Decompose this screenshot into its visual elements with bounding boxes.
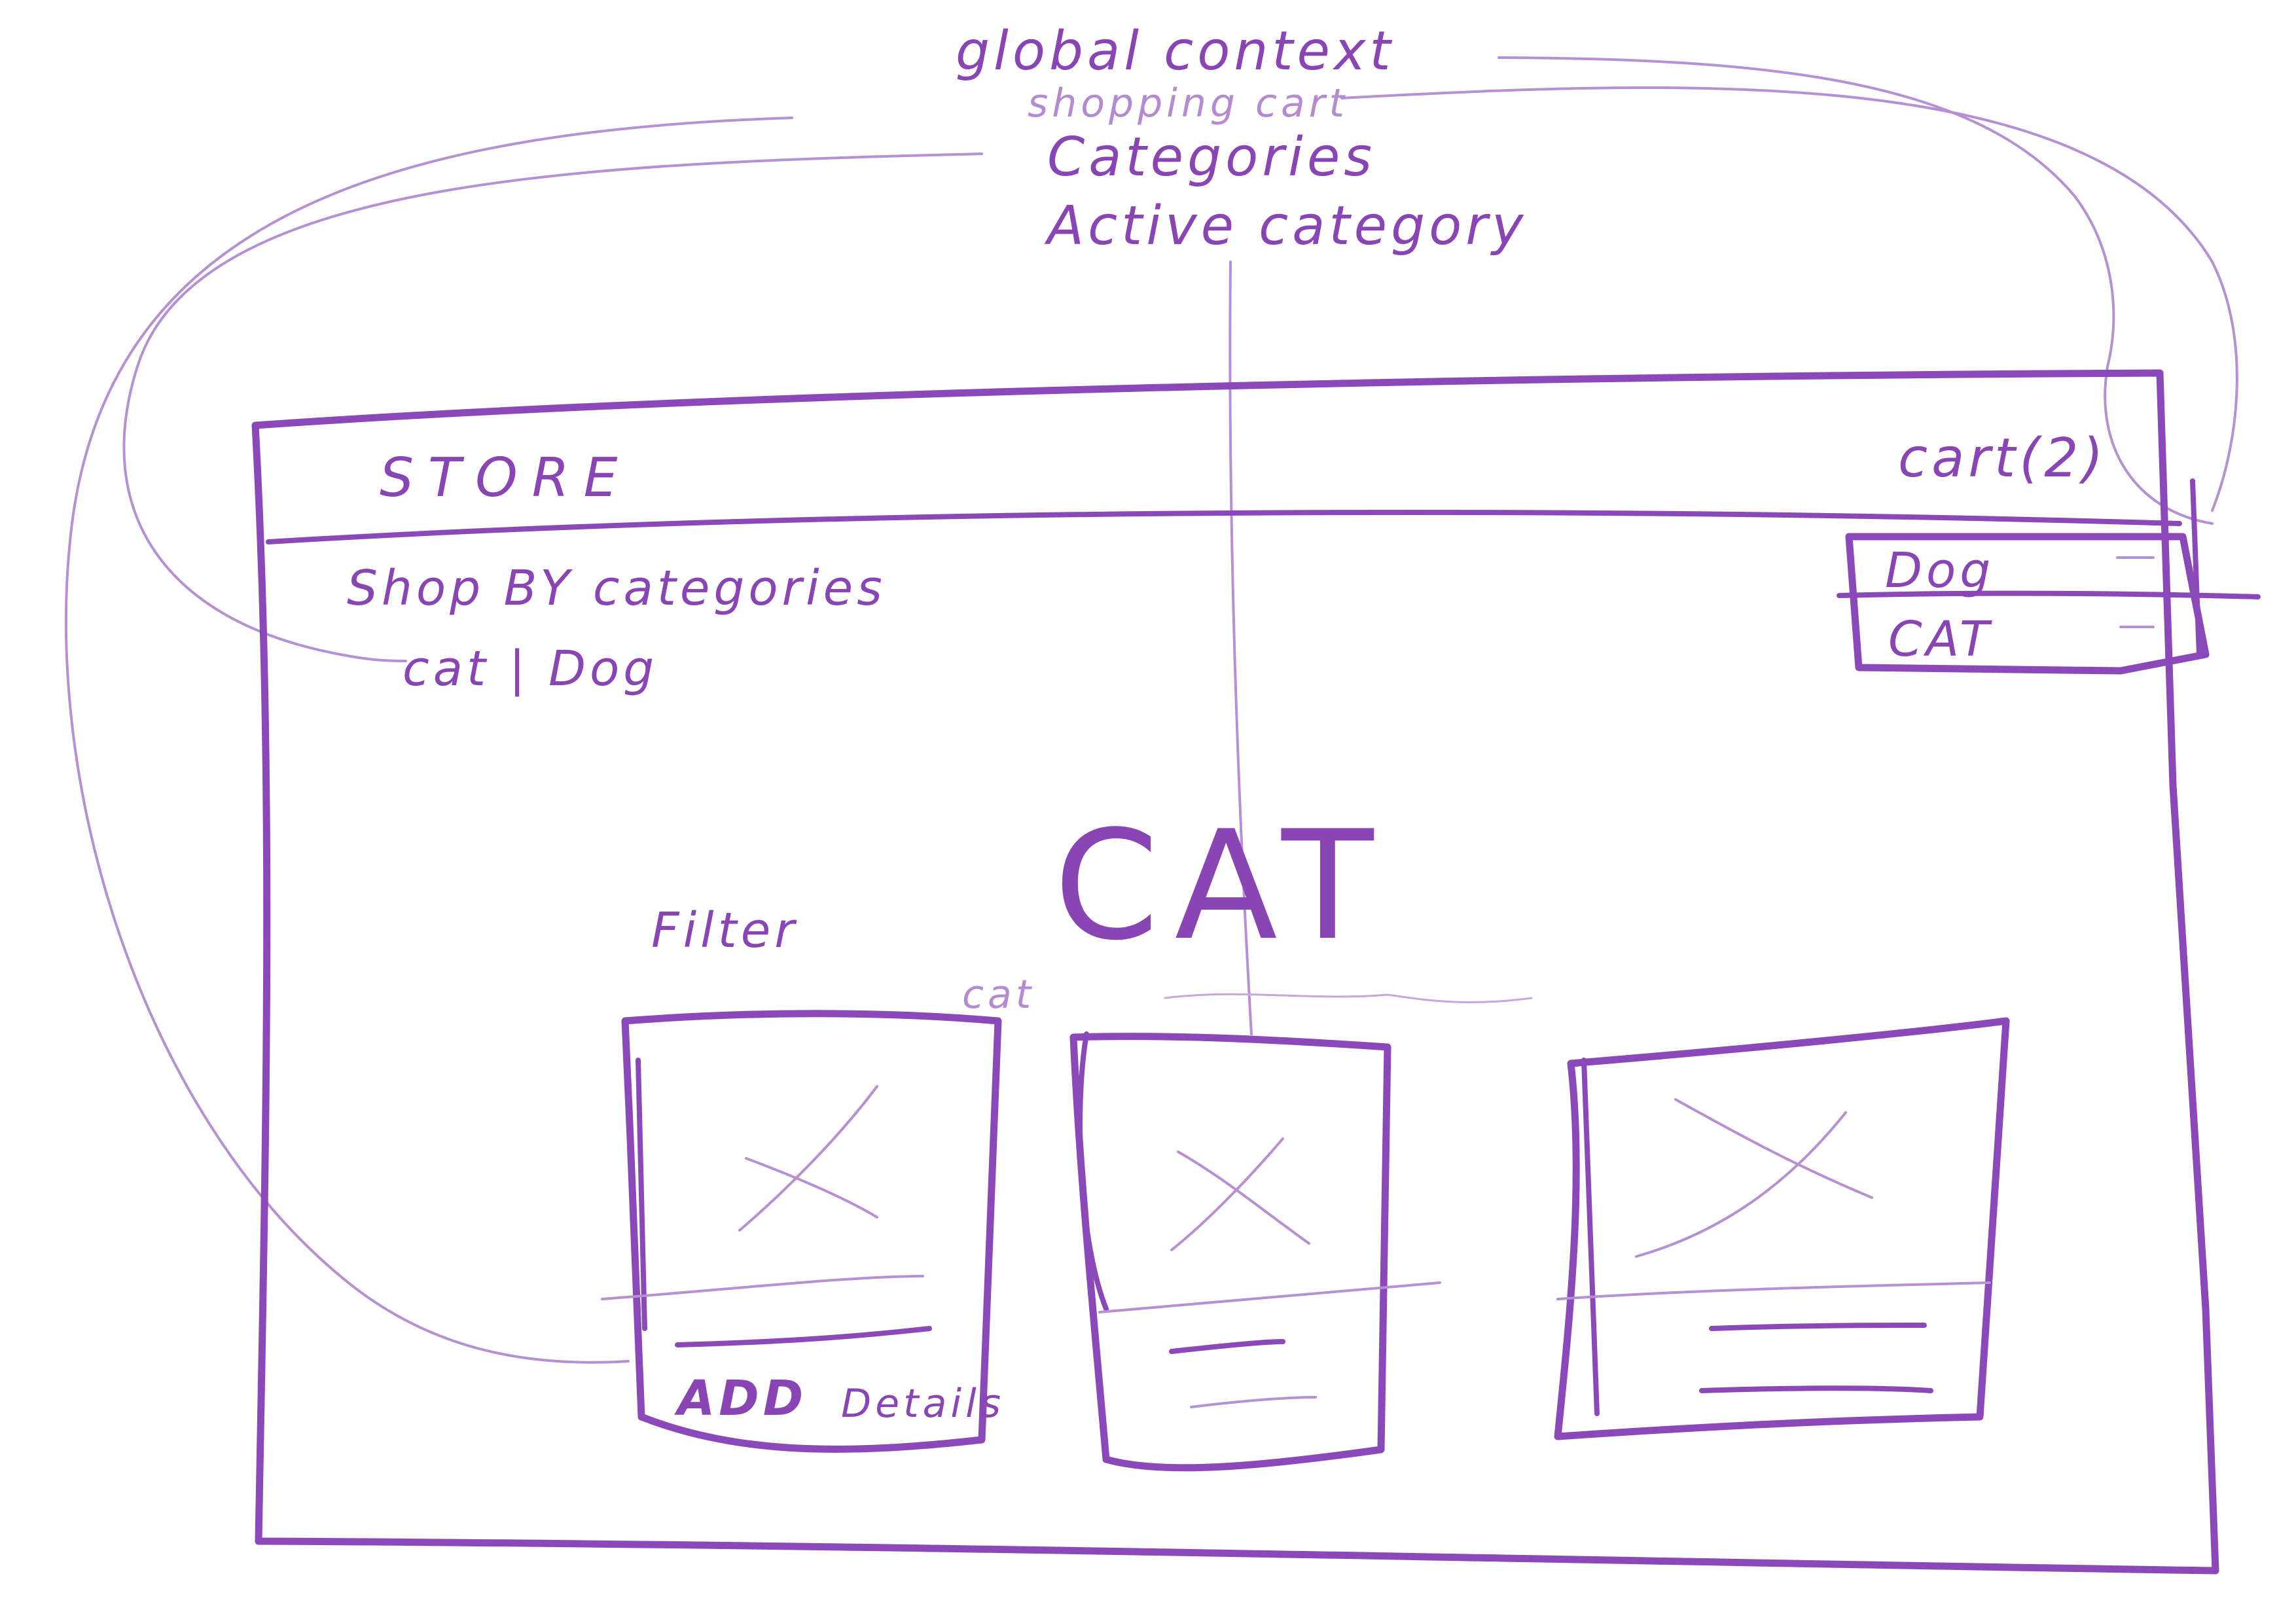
annotation-categories: Categories [1047,126,1376,188]
annotation-shopping-cart: shopping cart [1028,80,1348,126]
product-card-1-details-button[interactable]: Details [841,1381,1005,1427]
cart-button[interactable]: cart(2) [1898,427,2108,490]
product-card-1-image-x-2 [738,1085,878,1232]
active-category-heading: CAT [1054,799,1390,974]
cart-dropdown-divider [1837,590,2261,599]
category-nav-title: Shop BY categories [347,560,886,616]
product-card-3-line-2 [1709,1323,1927,1331]
product-card-3-edge [1581,1058,1600,1416]
product-card-2-line-1 [1098,1281,1441,1313]
store-frame [251,369,2219,1575]
product-card-1-add-button[interactable]: ADD [677,1370,808,1427]
active-category-subtitle: cat [962,972,1035,1018]
connector-cart-to-dropdown [1340,86,2238,512]
product-card-2-image-x-2 [1170,1137,1284,1251]
product-card-1-line-1 [601,1275,924,1300]
product-card-3-frame [1554,1017,2010,1440]
cart-item-dog[interactable]: Dog [1885,543,1995,599]
product-card-3-image-x-2 [1635,1111,1847,1258]
product-card-1-image-x-1 [745,1157,878,1219]
connector-global-to-header [1498,56,2214,525]
product-card-3-image-x-1 [1674,1098,1873,1199]
product-card-1-frame [621,1010,1002,1453]
cart-dropdown-scroll [2190,478,2202,657]
filter-button[interactable]: Filter [651,902,798,959]
header-divider [266,510,2182,544]
product-card-2-image-x-1 [1177,1150,1310,1245]
product-card-2-edge [1077,1031,1109,1311]
product-card-1-edge [636,1058,647,1331]
product-card-3-line-1 [1556,1281,1991,1300]
connector-active-category [1229,260,1253,1035]
category-nav-links[interactable]: cat | Dog [403,641,658,697]
product-card-3-line-3 [1699,1385,1933,1393]
connector-shopping-to-card [65,116,793,1364]
store-title: STORE [380,447,632,509]
annotation-active-category: Active category [1047,195,1528,257]
annotation-global-context: global context [956,20,1395,82]
product-card-2-line-2 [1169,1339,1285,1354]
connector-categories-to-nav [122,152,983,662]
subtitle-squiggle [1164,993,1533,1003]
cart-dropdown-box [1845,533,2210,675]
cart-item-cat[interactable]: CAT [1888,611,1994,668]
product-card-1-line-2 [675,1326,932,1347]
product-card-2-line-3 [1190,1396,1317,1408]
